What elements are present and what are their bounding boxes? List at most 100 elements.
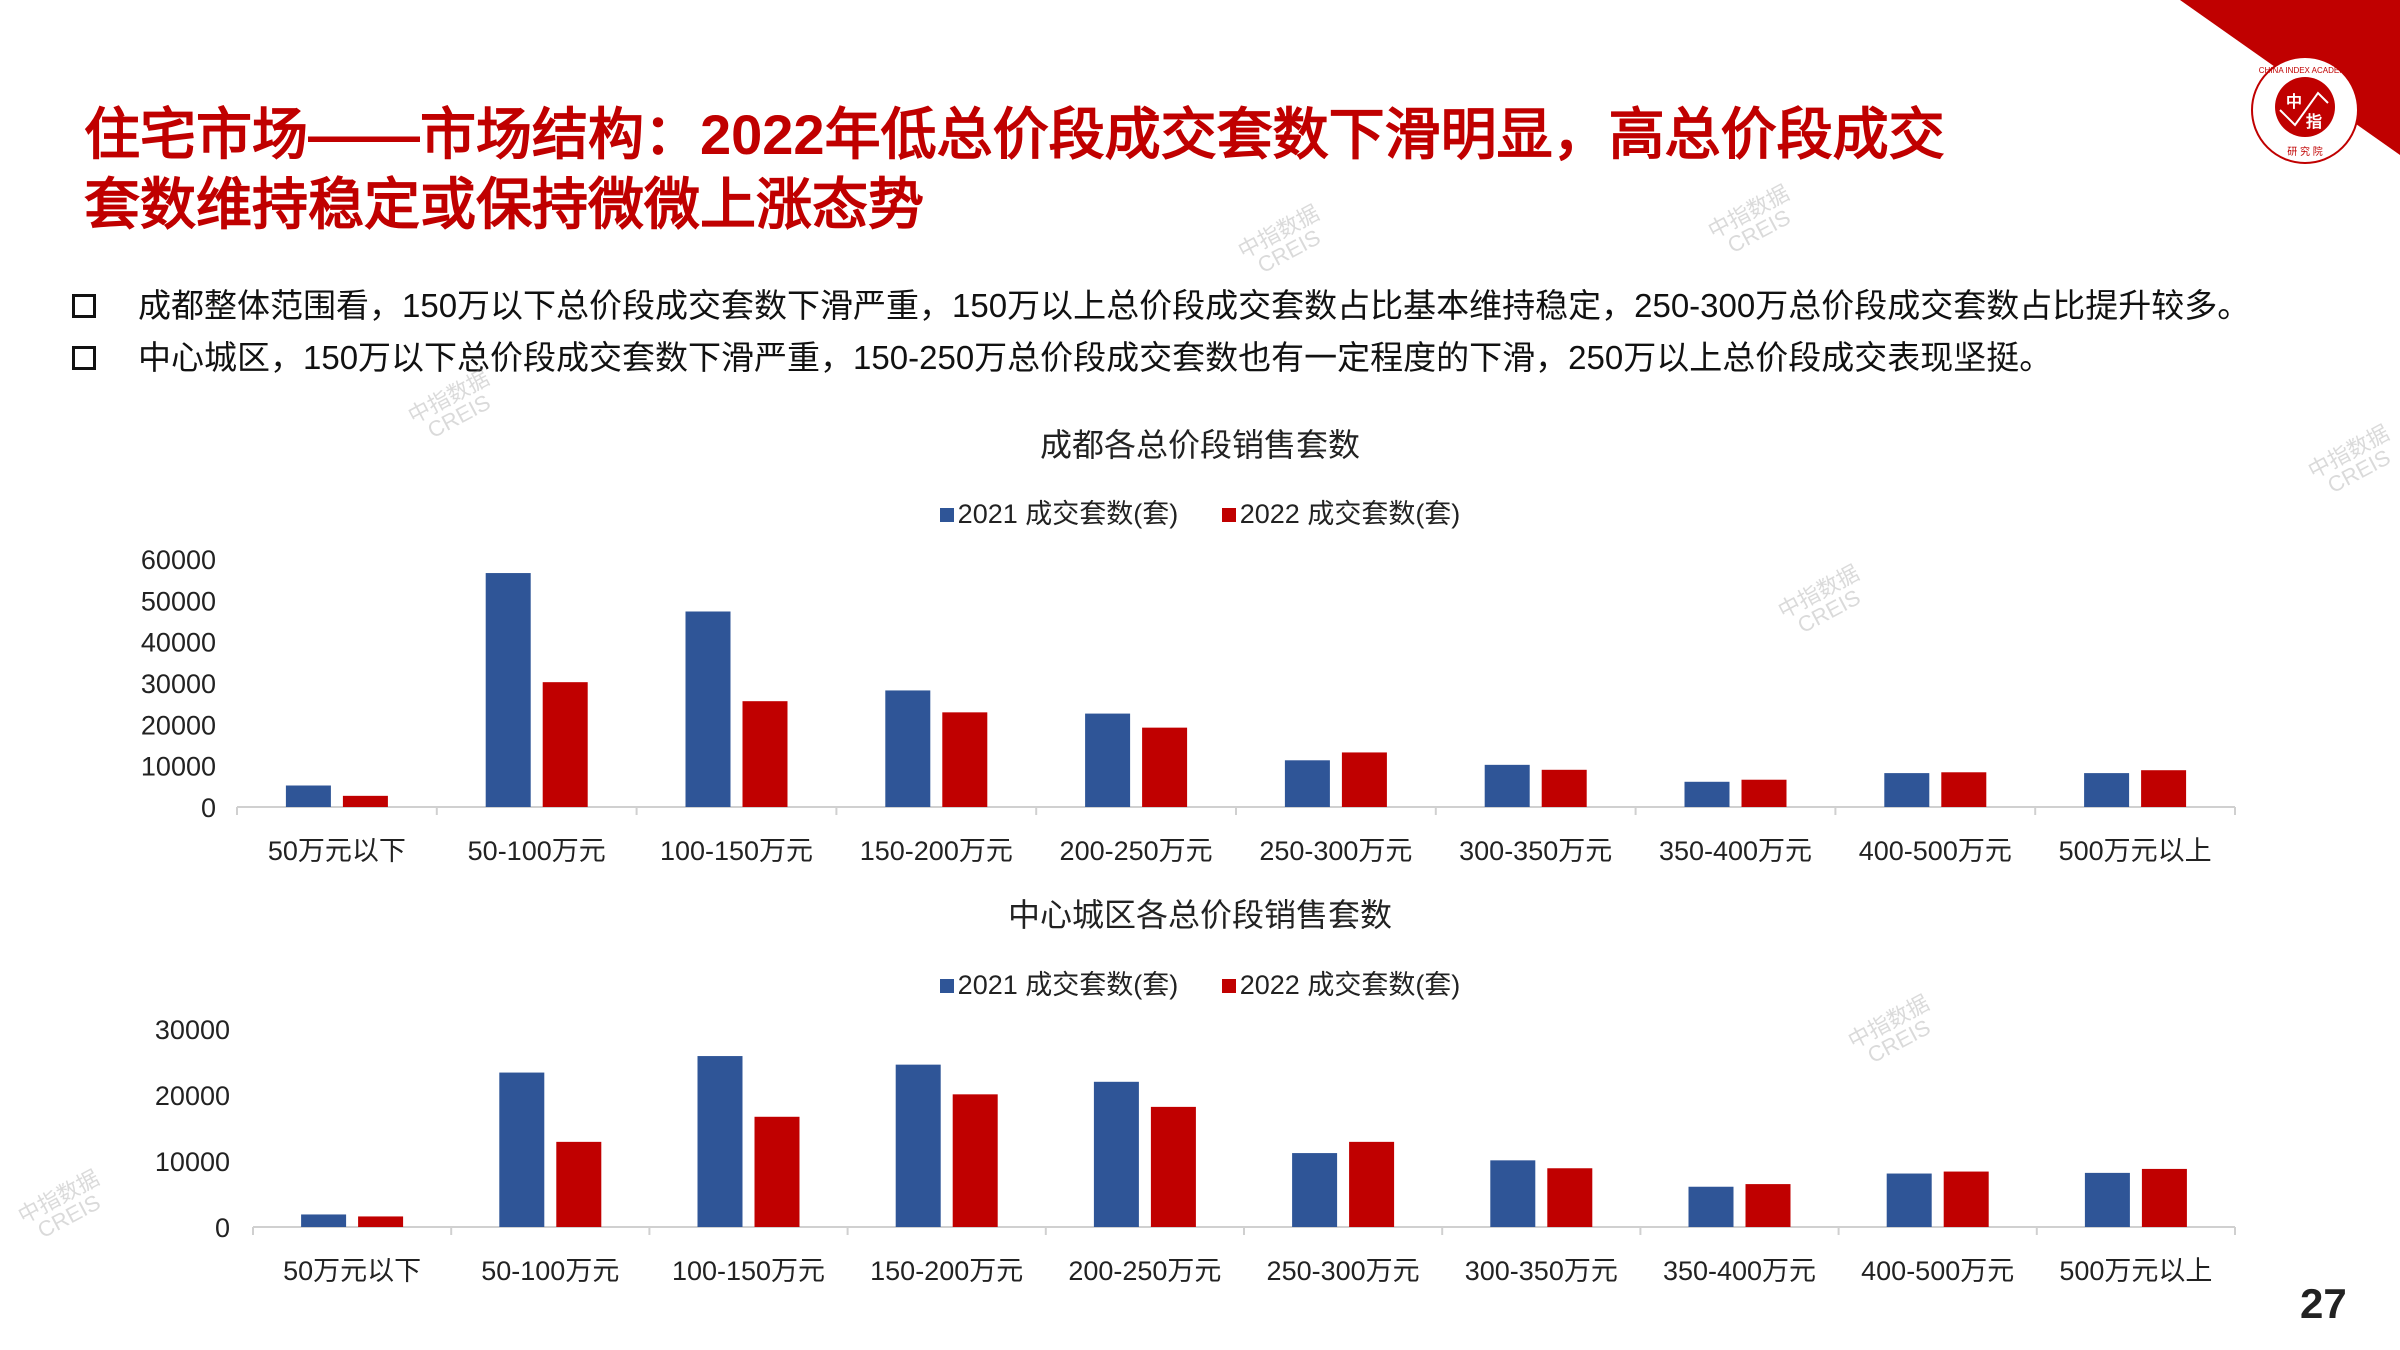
chart2-legend: 2021 成交套数(套) 2022 成交套数(套) [0,963,2400,1002]
y-tick-label: 20000 [141,710,216,740]
bar-2021 [1886,1173,1932,1227]
bullet-item: 中心城区，150万以下总价段成交套数下滑严重，150-250万总价段成交套数也有… [72,332,2400,384]
bar-2021 [1093,1081,1139,1227]
bar-2022 [2141,1168,2187,1227]
bar-2021 [2084,1172,2130,1227]
chart2-title: 中心城区各总价段销售套数 [1007,897,1392,933]
bar-2022 [942,712,988,807]
y-tick-label: 20000 [155,1081,230,1111]
bullet-text: 中心城区，150万以下总价段成交套数下滑严重，150-250万总价段成交套数也有… [138,339,2053,376]
x-tick-label: 300-350万元 [1465,1256,1618,1286]
legend-label: 2021 成交套数(套) [957,970,1179,1000]
square-bullet-icon [72,294,96,318]
x-tick-label: 50-100万元 [481,1256,619,1286]
x-tick-label: 300-350万元 [1459,836,1612,866]
svg-text:中: 中 [2286,92,2302,111]
bar-2022 [1341,752,1387,807]
y-tick-label: 40000 [141,628,216,658]
bar-2022 [1541,769,1587,807]
x-tick-label: 250-300万元 [1267,1256,1420,1286]
title-line-2: 套数维持稳定或保持微微上涨态势 [84,173,924,236]
legend-swatch-2022 [1221,979,1236,993]
x-tick-label: 200-250万元 [1060,836,1213,866]
bar-2021 [285,785,331,807]
x-tick-label: 400-500万元 [1859,836,2012,866]
x-tick-label: 350-400万元 [1659,836,1812,866]
bar-2022 [358,1216,404,1227]
bullet-item: 成都整体范围看，150万以下总价段成交套数下滑严重，150万以上总价段成交套数占… [72,280,2400,332]
bar-2021 [1688,1186,1734,1227]
bar-2022 [1150,1106,1196,1227]
svg-text:研 究 院: 研 究 院 [2287,145,2323,158]
y-tick-label: 30000 [141,669,216,699]
legend-swatch-2021 [939,508,954,522]
bar-2021 [885,690,931,807]
legend-label: 2022 成交套数(套) [1239,970,1461,1000]
bar-2022 [1943,1171,1989,1227]
bar-2021 [1490,1160,1536,1227]
china-index-academy-logo: 中 指 研 究 院 CHINA INDEX ACADEMY [2251,56,2359,164]
x-tick-label: 150-200万元 [870,1256,1023,1286]
bar-2022 [542,682,588,807]
legend-label: 2022 成交套数(套) [1239,499,1461,529]
bar-2022 [952,1094,998,1227]
y-tick-label: 30000 [155,1015,230,1045]
chart1-legend: 2021 成交套数(套) 2022 成交套数(套) [0,492,2400,531]
y-tick-label: 50000 [141,586,216,616]
bar-2021 [485,573,531,807]
y-tick-label: 10000 [155,1147,230,1177]
bar-2022 [1745,1184,1791,1227]
legend-label: 2021 成交套数(套) [957,499,1179,529]
y-tick-label: 10000 [141,752,216,782]
y-tick-label: 0 [201,793,216,823]
bar-2022 [342,795,388,807]
bar-2021 [301,1214,347,1227]
chart2-bar-chart: 0 10000 20000 30000 50万元以下 50-100万元 100-150万元 1… [155,1015,2236,1286]
bar-2021 [895,1064,941,1227]
bullet-list: 成都整体范围看，150万以下总价段成交套数下滑严重，150万以上总价段成交套数占… [72,280,2400,384]
y-tick-label: 0 [215,1213,230,1243]
legend-item-2022: 2022 成交套数(套) [1221,970,1461,1000]
x-tick-label: 50万元以下 [268,836,406,866]
bar-2021 [1684,781,1730,807]
square-bullet-icon [72,346,96,370]
bar-2022 [1142,727,1188,807]
legend-swatch-2022 [1221,508,1236,522]
bar-2022 [1941,772,1987,807]
bar-2021 [2084,773,2130,807]
legend-swatch-2021 [939,979,954,993]
bar-2021 [685,611,731,807]
svg-text:CHINA INDEX ACADEMY: CHINA INDEX ACADEMY [2259,66,2352,75]
bar-2022 [556,1141,602,1227]
bullet-text: 成都整体范围看，150万以下总价段成交套数下滑严重，150万以上总价段成交套数占… [138,287,2251,324]
x-tick-label: 250-300万元 [1259,836,1412,866]
bar-2021 [499,1072,545,1227]
bar-2021 [1484,764,1530,807]
x-tick-label: 500万元以上 [2059,836,2212,866]
x-tick-label: 150-200万元 [860,836,1013,866]
bar-2021 [1292,1153,1338,1227]
bar-2021 [1884,773,1930,807]
title-line-1: 住宅市场——市场结构：2022年低总价段成交套数下滑明显，高总价段成交 [84,103,1945,166]
x-tick-label: 400-500万元 [1861,1256,2014,1286]
bar-2022 [2141,770,2187,807]
x-tick-label: 100-150万元 [660,836,813,866]
x-tick-label: 500万元以上 [2059,1256,2212,1286]
bar-2022 [1741,779,1787,807]
x-tick-label: 50万元以下 [283,1256,421,1286]
chart1-bar-chart: 0 10000 20000 30000 40000 50000 60000 50万元以下 50-… [141,545,2236,866]
legend-item-2021: 2021 成交套数(套) [939,970,1179,1000]
x-tick-label: 50-100万元 [468,836,606,866]
svg-text:指: 指 [2306,112,2322,131]
x-tick-label: 350-400万元 [1663,1256,1816,1286]
bar-2022 [754,1116,800,1227]
y-tick-label: 60000 [141,545,216,575]
bar-2021 [1085,713,1131,807]
x-tick-label: 200-250万元 [1068,1256,1221,1286]
legend-item-2021: 2021 成交套数(套) [939,499,1179,529]
chart1-title: 成都各总价段销售套数 [1039,427,1360,463]
bar-2021 [697,1056,743,1227]
bar-2021 [1284,760,1330,807]
bar-2022 [742,701,788,807]
page-number: 27 [2300,1280,2347,1327]
